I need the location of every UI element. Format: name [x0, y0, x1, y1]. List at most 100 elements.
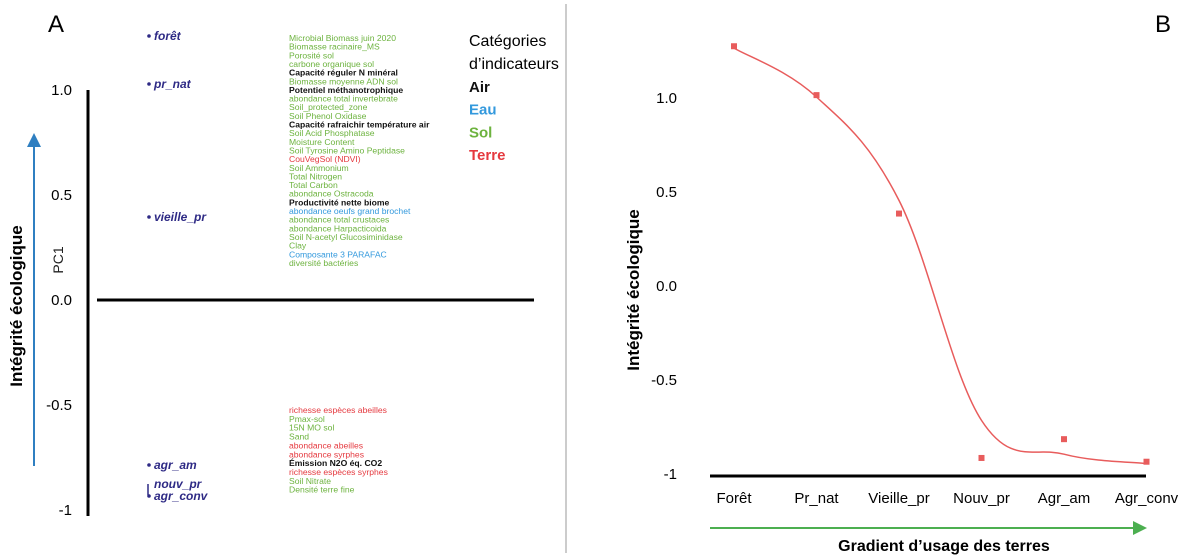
panel-a-y-tick-label: -0.5 — [46, 397, 72, 414]
legend-title-line-2: d’indicateurs — [469, 56, 559, 73]
indicator-label: carbone organique sol — [289, 59, 374, 69]
indicator-label: richesse espèces abeilles — [289, 405, 387, 415]
panel-a-y-tick-label: -1 — [59, 502, 72, 519]
panel-b-y-axis-label: Intégrité écologique — [624, 209, 643, 371]
site-forêt: forêt — [147, 29, 182, 43]
legend: Catégories d’indicateurs Air Eau Sol Terre — [469, 33, 559, 164]
data-point-agr-am — [1061, 436, 1067, 443]
panel-b-label: B — [1155, 11, 1171, 38]
site-label: agr_am — [154, 458, 197, 472]
indicator-label: Soil Tyrosine Amino Peptidase — [289, 145, 405, 155]
site-label: nouv_pr — [154, 477, 203, 491]
legend-entry-terre: Terre — [469, 147, 505, 164]
x-tick-label: Pr_nat — [794, 490, 839, 507]
panel-a-y-tick-label: 0.0 — [51, 292, 72, 309]
panel-a-y-tick-label: 0.5 — [51, 187, 72, 204]
panel-a-integrity-label: Intégrité écologique — [7, 225, 26, 387]
site-agr-conv: agr_conv — [147, 489, 209, 503]
indicator-label: abondance total invertebrate — [289, 94, 398, 104]
indicator-label: abondance Harpacticoida — [289, 223, 387, 233]
panel-a-y-axis-label: PC1 — [50, 246, 66, 273]
site-label: agr_conv — [154, 489, 209, 503]
panel-b-y-ticks: 1.0 0.5 0.0 -0.5 -1 — [651, 90, 677, 483]
site-pr-nat: pr_nat — [147, 77, 192, 91]
indicator-label: Émission N2O éq. CO2 — [289, 458, 382, 468]
legend-title-line-1: Catégories — [469, 33, 546, 50]
indicator-label: Soil N-acetyl Glucosiminidase — [289, 232, 403, 242]
legend-entries: Air Eau Sol Terre — [469, 79, 505, 164]
x-tick-label: Agr_conv — [1115, 490, 1179, 507]
indicator-label: Capacité rafraichir température air — [289, 120, 430, 130]
panel-b-x-axis-label: Gradient d’usage des terres — [838, 538, 1050, 555]
data-point-vieille-pr — [896, 210, 902, 217]
site-nouv-pr: nouv_pr — [154, 477, 203, 491]
indicator-label: Densité terre fine — [289, 485, 355, 495]
site-marker — [147, 463, 151, 467]
panel-b-y-tick-label: -0.5 — [651, 372, 677, 389]
x-tick-label: Forêt — [716, 490, 752, 507]
panel-b-x-tick-labels: Forêt Pr_nat Vieille_pr Nouv_pr Agr_am Agr_co… — [716, 490, 1178, 507]
indicator-label: Total Carbon — [289, 180, 338, 190]
indicator-label: Soil Ammonium — [289, 163, 349, 173]
panel-b-y-tick-label: 1.0 — [656, 90, 677, 107]
indicator-label: Composante 3 PARAFAC — [289, 249, 387, 259]
data-point-forêt — [731, 43, 737, 50]
site-vieille-pr: vieille_pr — [147, 210, 207, 224]
x-tick-label: Agr_am — [1038, 490, 1091, 507]
panel-b-y-tick-label: -1 — [664, 466, 677, 483]
indicator-label: abondance total crustaces — [289, 215, 389, 225]
panel-a-y-ticks: 1.0 0.5 0.0 -0.5 -1 — [46, 82, 72, 519]
indicator-label: Pmax-sol — [289, 414, 325, 424]
site-agr-am: agr_am — [147, 458, 197, 472]
data-point-nouv-pr — [978, 454, 985, 461]
indicator-label: Sand — [289, 432, 309, 442]
indicator-label: Total Nitrogen — [289, 171, 342, 181]
indicator-label: Soil_protected_zone — [289, 102, 368, 112]
x-tick-label: Nouv_pr — [953, 490, 1010, 507]
indicator-label: Clay — [289, 241, 307, 251]
panel-a-label: A — [48, 11, 64, 38]
indicator-label: Capacité réguler N minéral — [289, 68, 398, 78]
indicator-label: richesse espèces syrphes — [289, 467, 388, 477]
site-marker — [147, 34, 151, 38]
site-label: pr_nat — [153, 77, 192, 91]
indicator-label: abondance abeilles — [289, 440, 363, 450]
indicator-label: Potentiel méthanotrophique — [289, 85, 403, 95]
panel-b-points — [731, 43, 1150, 465]
panel-a-sites: forêt pr_nat vieille_pr agr_am nouv_pragr_co… — [147, 29, 209, 503]
panel-b: B Intégrité écologique 1.0 0.5 0.0 -0.5 -1 F… — [624, 11, 1179, 555]
data-point-agr-conv — [1143, 458, 1150, 465]
site-marker — [147, 82, 151, 86]
panel-b-y-tick-label: 0.0 — [656, 278, 677, 295]
indicator-label: Moisture Content — [289, 137, 355, 147]
panel-a-y-tick-label: 1.0 — [51, 82, 72, 99]
indicator-label: Microbial Biomass juin 2020 — [289, 33, 396, 43]
data-point-pr-nat — [813, 92, 820, 99]
indicator-label: 15N MO sol — [289, 423, 334, 433]
legend-entry-eau: Eau — [469, 102, 497, 119]
panel-a: A Intégrité écologique PC1 1.0 0.5 0.0 -0.5… — [7, 11, 559, 519]
site-marker — [147, 494, 151, 498]
indicator-label: Soil Acid Phosphatase — [289, 128, 375, 138]
panel-b-y-tick-label: 0.5 — [656, 184, 677, 201]
indicator-label: diversité bactéries — [289, 258, 358, 268]
indicator-label: abondance oeufs grand brochet — [289, 206, 411, 216]
indicator-label: Biomasse racinaire_MS — [289, 42, 380, 52]
indicator-label: Productivité nette biome — [289, 197, 389, 207]
indicator-label: abondance Ostracoda — [289, 189, 374, 199]
indicator-label: Soil Phenol Oxidase — [289, 111, 367, 121]
indicator-label: Soil Nitrate — [289, 476, 331, 486]
site-label: forêt — [154, 29, 182, 43]
indicator-label: Biomasse moyenne ADN sol — [289, 76, 398, 86]
indicator-label: Porosité sol — [289, 50, 334, 60]
site-label: vieille_pr — [154, 210, 207, 224]
legend-entry-sol: Sol — [469, 124, 492, 141]
x-tick-label: Vieille_pr — [868, 490, 929, 507]
indicator-label: abondance syrphes — [289, 449, 364, 459]
fit-curve — [733, 47, 1147, 465]
site-marker — [147, 215, 151, 219]
indicator-label: CouVegSol (NDVI) — [289, 154, 361, 164]
legend-entry-air: Air — [469, 79, 490, 96]
